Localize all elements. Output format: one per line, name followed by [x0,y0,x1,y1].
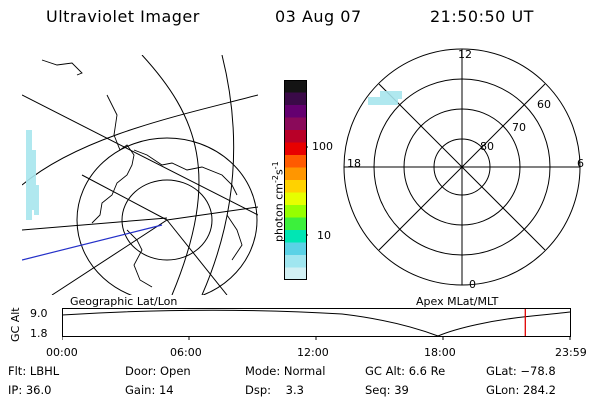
colorbar-swatch [284,205,307,218]
info-seq-value: 39 [394,383,409,397]
info-glat-value: −78.8 [520,364,556,378]
colorbar-swatch [284,80,307,93]
info-ip-value: 36.0 [25,383,52,397]
mlat-label-80: 80 [480,140,494,153]
coastline [91,94,135,224]
colorbar-swatch [284,267,307,280]
mlt-label-12: 12 [458,48,472,61]
map-latitude-circle [121,179,213,261]
aurora-emission [368,91,402,105]
info-dsp-value: 3.3 [285,383,304,397]
info-mode: Mode: Normal [245,364,326,378]
coastline [226,214,243,261]
mlt-label-0: 0 [469,278,476,291]
info-ip: IP: 36.0 [8,383,52,397]
colorbar-swatch [284,105,307,118]
info-glat: GLat: −78.8 [486,364,556,378]
info-dsp: Dsp: 3.3 [245,383,304,397]
colorbar-swatch [284,92,307,106]
colorbar-swatch [284,167,307,181]
colorbar-swatch [284,192,307,206]
info-filter: Flt: LBHL [8,364,60,378]
timeline-xtick-0600: 06:00 [170,346,202,359]
coastline [126,229,153,288]
date-label: 03 Aug 07 [275,7,362,26]
timeline-ytick-top: 9.0 [30,307,48,320]
coastline [133,149,238,196]
timeline-xtick-2359: 23:59 [555,346,587,359]
mlat-label-70: 70 [512,121,526,134]
map-latitude-circle [76,137,258,295]
info-seq: Seq: 39 [365,383,409,397]
info-mode-value: Normal [283,364,326,378]
timeline-xtick-1200: 12:00 [297,346,329,359]
colorbar [284,80,308,280]
info-glon-value: 284.2 [522,383,556,397]
mlt-label-18: 18 [347,157,361,170]
colorbar-swatch [284,142,307,156]
info-door-value: Open [159,364,191,378]
altitude-curve [62,309,571,337]
map-meridian-line [22,94,258,216]
info-gain-value: 14 [158,383,174,397]
aurora-emission [26,130,39,220]
map-meridian-line [22,217,168,231]
colorbar-swatch [284,117,307,131]
colorbar-swatch [284,217,307,231]
mlat-label-60: 60 [537,98,551,111]
mlt-label-6: 6 [577,157,584,170]
terminator-line [22,224,163,261]
colorbar-swatch [284,255,307,268]
map-meridian-line [166,219,228,295]
timeline-tick-marks [62,337,571,340]
colorbar-swatch [284,230,307,243]
polar-mlat-mlt-plot [343,48,581,286]
timeline-plot [62,308,571,340]
info-gc-alt-value: 6.6 Re [408,364,446,378]
colorbar-swatch [284,180,307,193]
map-parallel-line [22,94,258,186]
info-gc-alt: GC Alt: 6.6 Re [365,364,446,378]
map-meridian-line [141,55,200,295]
time-label: 21:50:50 UT [430,7,534,26]
timeline-ytick-bottom: 1.8 [30,327,48,340]
info-glon: GLon: 284.2 [486,383,556,397]
colorbar-swatch [284,130,307,143]
geographic-map [22,55,258,295]
colorbar-tick-100: 100 [312,140,333,153]
timeline-xtick-1800: 18:00 [424,346,456,359]
app-title: Ultraviolet Imager [46,7,200,26]
timeline-axis-label: GC Alt [9,307,22,342]
coastline [41,59,83,76]
map-meridian-line [81,174,168,221]
colorbar-tick-10: 10 [317,229,331,242]
colorbar-swatch [284,242,307,256]
info-door: Door: Open [125,364,191,378]
left-map-caption: Geographic Lat/Lon [70,295,178,308]
map-meridian-line [51,206,258,295]
info-gain: Gain: 14 [125,383,174,397]
map-meridian-line [201,55,235,295]
timeline-xtick-0000: 00:00 [46,346,78,359]
colorbar-swatch [284,155,307,168]
colorbar-unit-label: photon cm-2s-1 [271,161,286,242]
right-map-caption: Apex MLat/MLT [416,295,499,308]
info-filter-value: LBHL [29,364,60,378]
polar-meridian [378,83,546,251]
